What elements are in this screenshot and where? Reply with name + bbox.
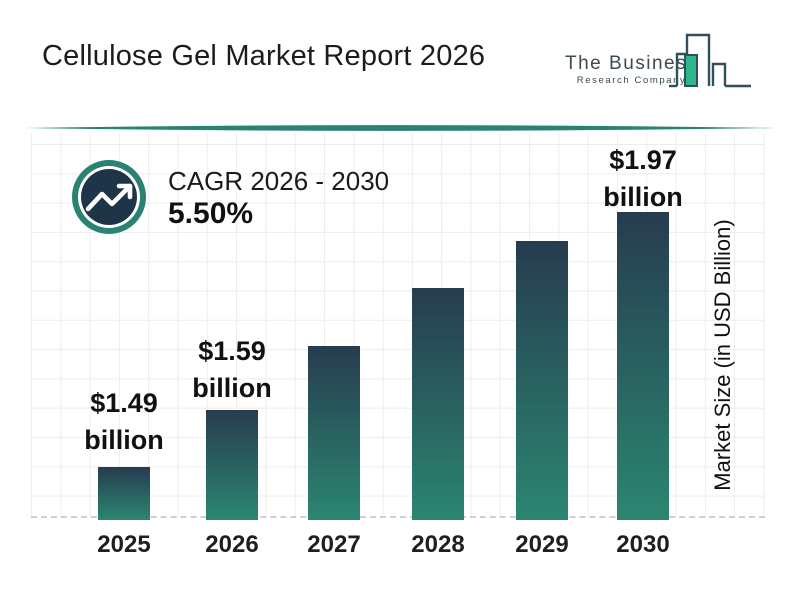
cagr-callout: CAGR 2026 - 2030 5.50% bbox=[70, 158, 389, 236]
divider-line bbox=[25, 125, 775, 131]
company-logo: The Business Research Company bbox=[560, 26, 760, 106]
page-title: Cellulose Gel Market Report 2026 bbox=[42, 40, 486, 72]
x-axis-baseline bbox=[31, 516, 765, 518]
bar-2026 bbox=[206, 410, 258, 520]
bar-2028 bbox=[412, 288, 464, 520]
bar-2027 bbox=[308, 346, 360, 520]
x-tick-2030: 2030 bbox=[616, 531, 670, 558]
skyline-bars-icon bbox=[669, 33, 751, 88]
logo-text: The Business Research Company bbox=[565, 53, 698, 86]
x-tick-2029: 2029 bbox=[515, 531, 569, 558]
y-axis-title: Market Size (in USD Billion) bbox=[710, 219, 735, 491]
bar-2029 bbox=[516, 241, 568, 520]
x-tick-2028: 2028 bbox=[411, 531, 465, 558]
x-tick-2025: 2025 bbox=[97, 531, 151, 558]
bar-2030 bbox=[617, 212, 669, 520]
cagr-text: CAGR 2026 - 2030 5.50% bbox=[168, 166, 389, 232]
logo-name: The Business bbox=[565, 53, 699, 74]
logo-subname: Research Company bbox=[576, 75, 687, 86]
cagr-label: CAGR 2026 - 2030 bbox=[168, 166, 390, 196]
cagr-value: 5.50% bbox=[168, 197, 254, 230]
x-tick-2027: 2027 bbox=[307, 531, 361, 558]
bar-2025 bbox=[98, 467, 150, 520]
x-tick-2026: 2026 bbox=[205, 531, 259, 558]
value-label-2025: $1.49 billion bbox=[84, 388, 164, 455]
value-label-2026: $1.59 billion bbox=[192, 336, 272, 403]
value-label-2030: $1.97 billion bbox=[603, 145, 683, 212]
trending-up-icon bbox=[72, 160, 146, 234]
